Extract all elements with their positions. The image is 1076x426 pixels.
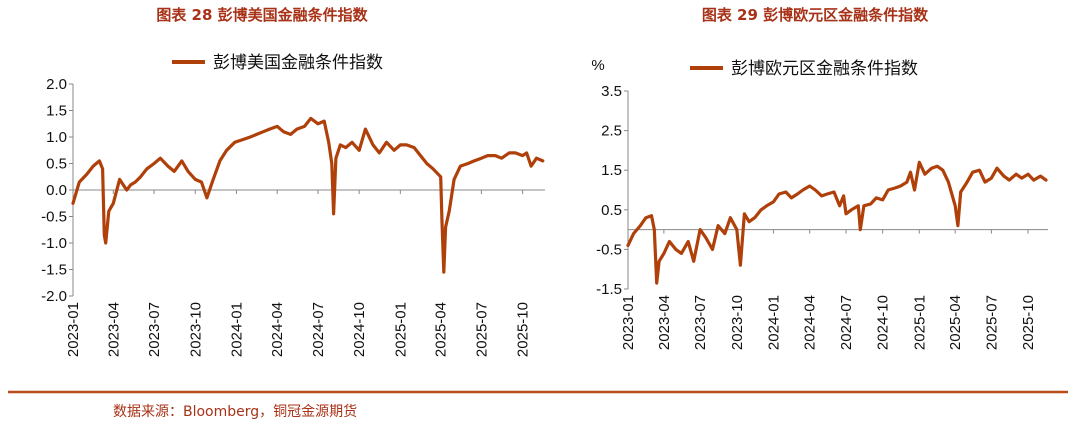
x-tick-label: 2025-10 xyxy=(1020,295,1037,350)
chart-legend: 彭博美国金融条件指数 xyxy=(172,53,383,73)
y-tick-label: 3.5 xyxy=(601,83,622,100)
x-tick-labels: 2023-01 2023-04 2023-07 2023-10 2024-01 2024-… xyxy=(620,295,1037,350)
y-tick-label: -2.0 xyxy=(41,288,67,305)
y-tick-label: 1.5 xyxy=(601,162,622,179)
legend-label: 彭博美国金融条件指数 xyxy=(213,53,383,73)
y-tick-label: 2.0 xyxy=(46,76,67,93)
y-tick-label: -1.5 xyxy=(41,262,67,279)
chart-title: 图表 28 彭博美国金融条件指数 xyxy=(156,6,368,24)
x-tick-label: 2025-01 xyxy=(911,295,928,350)
y-tick-label: -1.5 xyxy=(596,281,622,298)
y-tick-label: 0.5 xyxy=(601,202,622,219)
y-tick-label: 0.0 xyxy=(46,182,67,199)
x-tick-label: 2023-07 xyxy=(692,295,709,350)
legend-label: 彭博欧元区金融条件指数 xyxy=(731,59,918,79)
x-tick-label: 2023-10 xyxy=(729,295,746,350)
euro-fci-chart: 图表 29 彭博欧元区金融条件指数 % 彭博欧元区金融条件指数 3.5 2.5 1.… xyxy=(591,6,1048,350)
source-note: 数据来源：Bloomberg，铜冠金源期货 xyxy=(113,403,357,420)
y-tick-label: 1.0 xyxy=(46,129,67,146)
us-fci-chart: 图表 28 彭博美国金融条件指数 彭博美国金融条件指数 2.0 1.5 1.0 0.5… xyxy=(41,6,545,357)
y-tick-labels: 3.5 2.5 1.5 0.5 -0.5 -1.5 xyxy=(596,83,622,298)
x-tick-label: 2024-01 xyxy=(765,295,782,350)
x-tick-label: 2023-07 xyxy=(146,302,163,357)
x-tick-label: 2023-04 xyxy=(656,295,673,350)
x-tick-label: 2025-07 xyxy=(473,302,490,357)
x-tick-label: 2024-10 xyxy=(875,295,892,350)
y-tick-label: -0.5 xyxy=(596,241,622,258)
x-tick-label: 2024-04 xyxy=(269,302,286,357)
series-line-euro-fci xyxy=(626,160,1048,285)
x-tick-label: 2025-04 xyxy=(433,302,450,357)
series-line-us-fci xyxy=(71,116,545,274)
y-tick-label: 1.5 xyxy=(46,103,67,120)
chart-title: 图表 29 彭博欧元区金融条件指数 xyxy=(702,6,929,24)
x-tick-label: 2025-10 xyxy=(515,302,532,357)
y-tick-labels: 2.0 1.5 1.0 0.5 0.0 -0.5 -1.0 -1.5 -2.0 xyxy=(41,76,67,305)
x-tick-label: 2024-07 xyxy=(838,295,855,350)
chart-axes xyxy=(624,90,1048,290)
y-tick-label: 0.5 xyxy=(46,156,67,173)
x-tick-label: 2025-07 xyxy=(983,295,1000,350)
chart-legend: 彭博欧元区金融条件指数 xyxy=(690,59,918,79)
y-tick-label: 2.5 xyxy=(601,123,622,140)
x-tick-labels: 2023-01 2023-04 2023-07 2023-10 2024-01 2024-… xyxy=(65,302,532,357)
y-tick-label: -1.0 xyxy=(41,235,67,252)
y-tick-label: -0.5 xyxy=(41,209,67,226)
x-tick-label: 2024-10 xyxy=(351,302,368,357)
x-tick-label: 2024-07 xyxy=(310,302,327,357)
x-tick-label: 2025-01 xyxy=(392,302,409,357)
x-tick-label: 2024-01 xyxy=(228,302,245,357)
x-tick-label: 2023-04 xyxy=(105,302,122,357)
x-tick-label: 2023-10 xyxy=(187,302,204,357)
x-tick-label: 2025-04 xyxy=(947,295,964,350)
x-tick-label: 2024-04 xyxy=(802,295,819,350)
x-tick-label: 2023-01 xyxy=(620,295,637,350)
x-tick-label: 2023-01 xyxy=(65,302,82,357)
chart-axes xyxy=(69,83,545,297)
y-axis-unit: % xyxy=(591,57,604,74)
